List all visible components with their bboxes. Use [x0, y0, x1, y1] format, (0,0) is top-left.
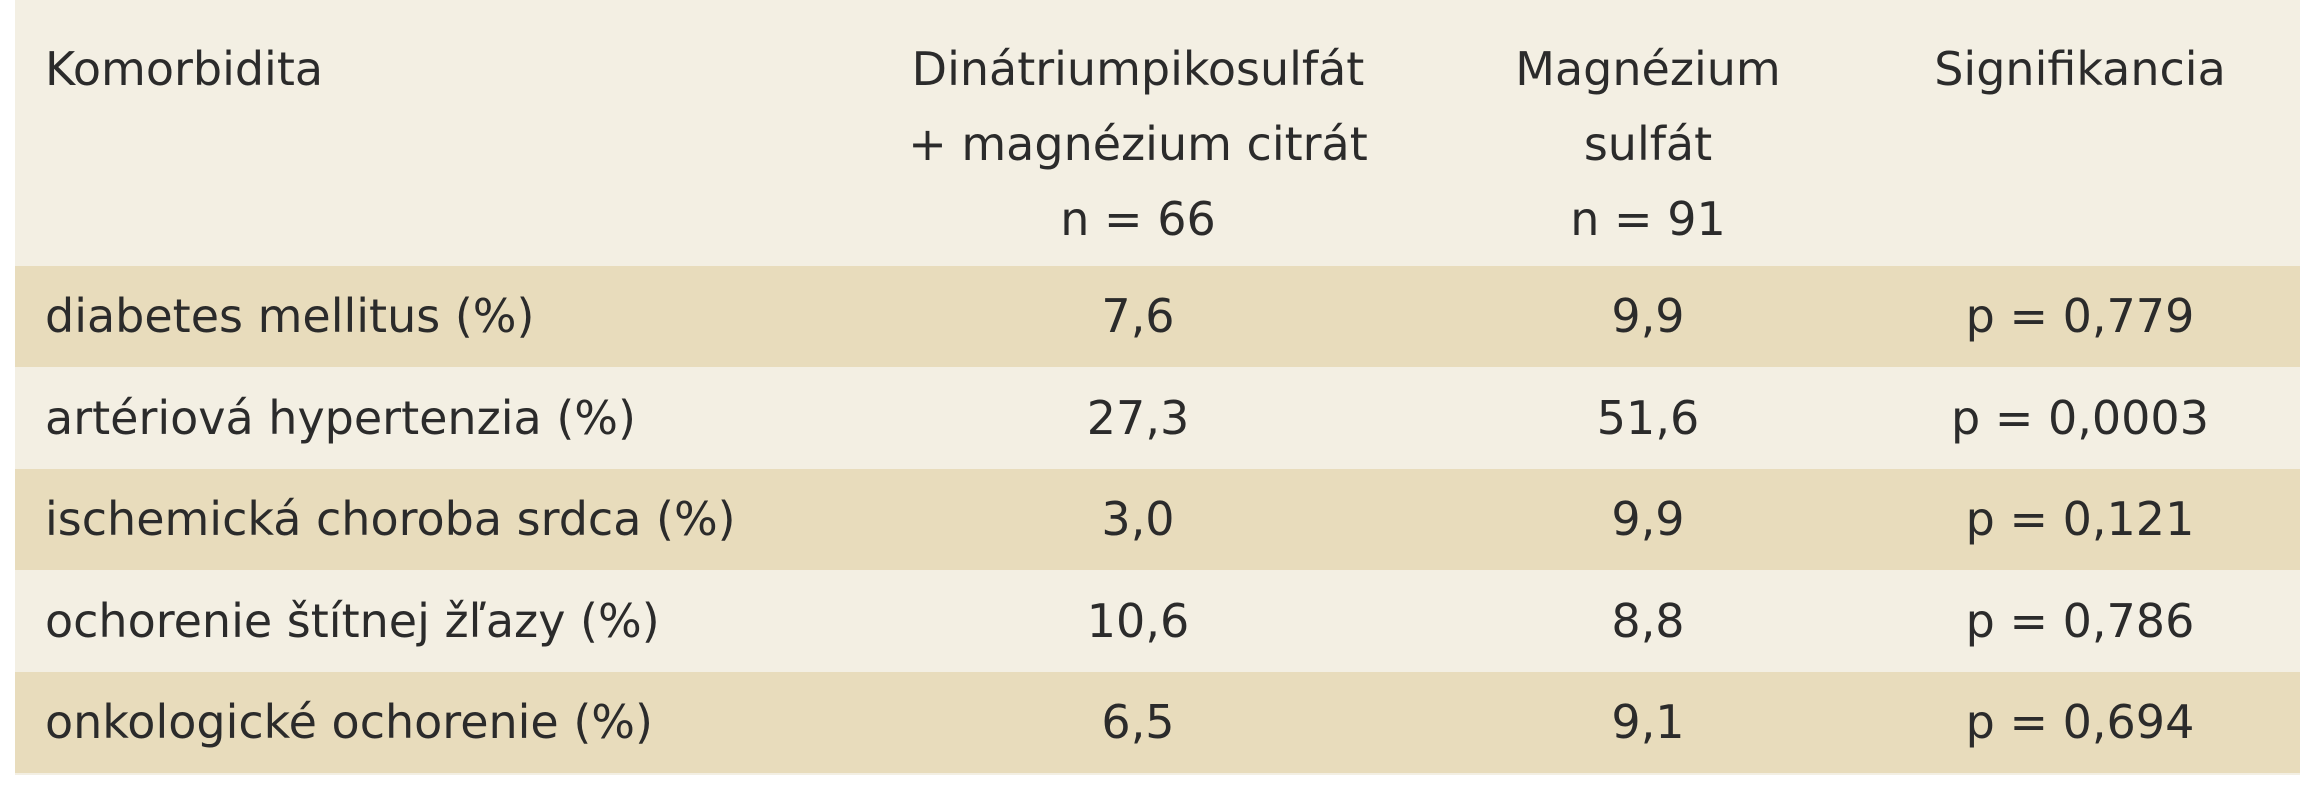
header-row: Komorbidita Dinátriumpikosulfát + magnéziu… [15, 0, 2300, 266]
table-cell: 7,6 [1101, 289, 1175, 343]
table-cell: onkologické ochorenie (%) [45, 695, 653, 749]
table-cell: artériová hypertenzia (%) [45, 390, 636, 445]
table-cell: diabetes mellitus (%) [45, 289, 535, 343]
table-cell: 9,1 [1611, 695, 1685, 749]
table-row: onkologické ochorenie (%) 6,5 9,1 p = 0,694 [15, 672, 2300, 773]
table-cell: 3,0 [1101, 492, 1175, 546]
table-row: ochorenie štítnej žľazy (%) 10,6 8,8 p = 0,… [15, 570, 2300, 672]
table-cell: p = 0,786 [1965, 593, 2195, 648]
table-cell: 6,5 [1101, 695, 1175, 749]
table-cell: ochorenie štítnej žľazy (%) [45, 593, 660, 648]
header-cell: Komorbidita [45, 42, 324, 96]
table-cell: 9,9 [1611, 289, 1685, 343]
header-cell: n = 91 [1570, 192, 1726, 246]
table-cell: ischemická choroba srdca (%) [45, 492, 736, 546]
table-cell: 27,3 [1086, 390, 1190, 445]
header-cell: Magnézium [1515, 42, 1781, 96]
table-row: artériová hypertenzia (%) 27,3 51,6 p = 0,0… [15, 367, 2300, 469]
header-cell: sulfát [1583, 117, 1713, 171]
table-row: ischemická choroba srdca (%) 3,0 9,9 p = 0,… [15, 469, 2300, 570]
table-cell: p = 0,694 [1965, 695, 2195, 749]
table-cell: p = 0,121 [1965, 492, 2195, 546]
header-cell: Signifikancia [1934, 42, 2226, 96]
table-cell: 9,9 [1611, 492, 1685, 546]
table-row: diabetes mellitus (%) 7,6 9,9 p = 0,779 [15, 266, 2300, 367]
header-cell: Dinátriumpikosulfát [911, 42, 1365, 96]
table-cell: 8,8 [1611, 593, 1685, 648]
table-cell: p = 0,0003 [1951, 390, 2209, 445]
table-cell: 51,6 [1596, 390, 1700, 445]
table-cell: 10,6 [1086, 593, 1190, 648]
header-cell: + magnézium citrát [908, 117, 1368, 171]
header-cell: n = 66 [1060, 192, 1216, 246]
table-cell: p = 0,779 [1965, 289, 2195, 343]
table: Komorbidita Dinátriumpikosulfát + magnéziu… [15, 0, 2300, 775]
